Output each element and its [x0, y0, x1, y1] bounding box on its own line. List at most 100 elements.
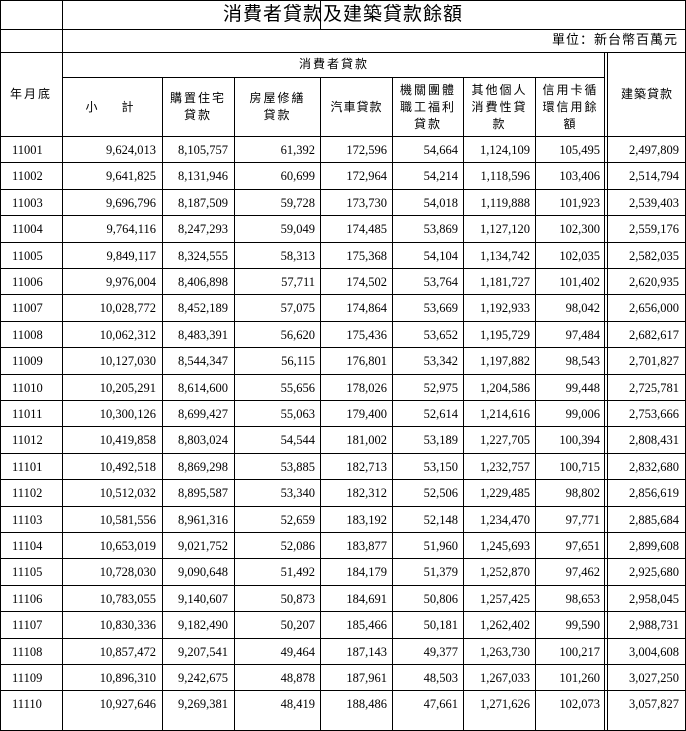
- cell-construction: 3,027,250: [629, 671, 679, 685]
- header-construction-loans: 建築貸款: [620, 86, 673, 101]
- cell-welfare: 54,018: [423, 195, 458, 210]
- cell-welfare: 50,181: [423, 618, 458, 633]
- cell-personal: 1,263,730: [480, 644, 530, 659]
- rule-row: [0, 506, 686, 507]
- cell-card: 97,484: [565, 327, 600, 342]
- rule-group: [63, 77, 605, 78]
- cell-car: 185,466: [346, 618, 387, 633]
- vline-column: [535, 77, 536, 731]
- cell-housing: 8,247,293: [178, 222, 228, 237]
- cell-personal: 1,229,485: [480, 486, 530, 501]
- vline-column: [392, 77, 393, 731]
- cell-housing: 9,021,752: [178, 539, 228, 553]
- cell-welfare: 53,342: [423, 354, 458, 369]
- cell-welfare: 52,614: [423, 407, 458, 421]
- cell-repair: 53,340: [280, 486, 315, 501]
- cell-card: 98,543: [565, 354, 600, 369]
- header-housing-loans: 購置住宅 貸款: [169, 91, 226, 122]
- cell-subtotal: 10,300,126: [99, 407, 156, 421]
- cell-card: 101,260: [559, 671, 600, 685]
- cell-subtotal: 9,624,013: [106, 143, 156, 157]
- cell-personal: 1,232,757: [480, 459, 530, 474]
- cell-welfare: 53,150: [423, 459, 458, 474]
- cell-repair: 58,313: [280, 248, 315, 263]
- cell-car: 182,312: [346, 486, 387, 501]
- cell-month: 11004: [12, 222, 43, 237]
- vline-column: [162, 77, 163, 731]
- cell-repair: 51,492: [280, 565, 315, 580]
- cell-month: 11001: [12, 143, 43, 157]
- cell-housing: 8,961,316: [178, 512, 228, 527]
- vline-construction-a: [604, 52, 605, 731]
- cell-month: 11106: [12, 591, 43, 606]
- cell-repair: 56,115: [281, 354, 315, 369]
- header-car-loans: 汽車貸款: [330, 99, 383, 114]
- cell-month: 11103: [12, 512, 43, 527]
- cell-personal: 1,227,705: [480, 433, 530, 448]
- cell-construction: 2,925,680: [629, 565, 679, 580]
- rule-row: [0, 400, 686, 401]
- vline-column: [320, 77, 321, 731]
- cell-personal: 1,134,742: [480, 248, 530, 263]
- header-personal-loans: 其他個人 消費性貸 款: [471, 82, 528, 131]
- cell-subtotal: 10,492,518: [99, 459, 156, 474]
- cell-repair: 48,878: [280, 671, 315, 685]
- cell-subtotal: 10,419,858: [99, 433, 156, 448]
- cell-repair: 55,063: [280, 407, 315, 421]
- border-left: [0, 0, 1, 731]
- cell-welfare: 47,661: [423, 697, 458, 712]
- cell-housing: 8,406,898: [178, 275, 228, 289]
- cell-housing: 8,483,391: [178, 327, 228, 342]
- table-title: 消費者貸款及建築貸款餘額: [222, 3, 463, 25]
- cell-housing: 8,324,555: [178, 248, 228, 263]
- cell-subtotal: 10,728,030: [99, 565, 156, 580]
- cell-car: 184,179: [346, 565, 387, 580]
- cell-month: 11102: [12, 486, 43, 501]
- cell-construction: 2,497,809: [629, 143, 679, 157]
- cell-welfare: 53,869: [423, 222, 458, 237]
- cell-car: 178,026: [346, 380, 387, 395]
- header-credit-card: 信用卡循 環信用餘 額: [542, 82, 599, 131]
- rule-row: [0, 558, 686, 559]
- cell-construction: 2,885,684: [629, 512, 679, 527]
- cell-housing: 9,090,648: [178, 565, 228, 580]
- rule-row: [0, 294, 686, 295]
- cell-car: 174,502: [346, 275, 387, 289]
- cell-subtotal: 10,830,336: [99, 618, 156, 633]
- cell-month: 11011: [12, 407, 43, 421]
- cell-subtotal: 10,205,291: [99, 380, 156, 395]
- cell-card: 103,406: [559, 169, 600, 184]
- cell-housing: 8,869,298: [178, 459, 228, 474]
- rule-row: [0, 242, 686, 243]
- cell-card: 101,923: [559, 195, 600, 210]
- cell-car: 172,596: [346, 143, 387, 157]
- cell-welfare: 53,652: [423, 327, 458, 342]
- cell-repair: 59,049: [280, 222, 315, 237]
- rule-row: [0, 690, 686, 691]
- cell-construction: 2,832,680: [629, 459, 679, 474]
- cell-welfare: 50,806: [423, 591, 458, 606]
- cell-month: 11002: [12, 169, 43, 184]
- cell-card: 102,035: [559, 248, 600, 263]
- cell-construction: 2,656,000: [629, 301, 679, 316]
- cell-construction: 2,701,827: [629, 354, 679, 369]
- rule-row: [0, 321, 686, 322]
- vline-construction-b: [607, 52, 608, 731]
- cell-construction: 2,514,794: [629, 169, 679, 184]
- cell-subtotal: 10,653,019: [99, 539, 156, 553]
- cell-repair: 50,207: [280, 618, 315, 633]
- vline-month: [62, 0, 63, 731]
- cell-construction: 2,856,619: [629, 486, 679, 501]
- cell-housing: 8,614,600: [178, 380, 228, 395]
- cell-housing: 9,269,381: [178, 697, 228, 712]
- cell-welfare: 54,664: [423, 143, 458, 157]
- cell-card: 97,651: [565, 539, 600, 553]
- cell-subtotal: 9,641,825: [106, 169, 156, 184]
- cell-housing: 8,544,347: [178, 354, 228, 369]
- cell-subtotal: 10,896,310: [99, 671, 156, 685]
- cell-personal: 1,214,616: [480, 407, 530, 421]
- cell-card: 100,394: [559, 433, 600, 448]
- cell-car: 188,486: [346, 697, 387, 712]
- cell-repair: 52,086: [280, 539, 315, 553]
